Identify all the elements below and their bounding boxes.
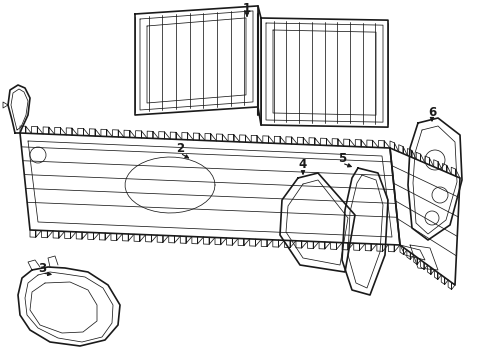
Text: 3: 3 [38,261,46,274]
Text: 4: 4 [299,158,307,171]
Text: 1: 1 [243,1,251,14]
Text: 5: 5 [338,152,346,165]
Text: 6: 6 [428,105,436,118]
Text: 2: 2 [176,141,184,154]
